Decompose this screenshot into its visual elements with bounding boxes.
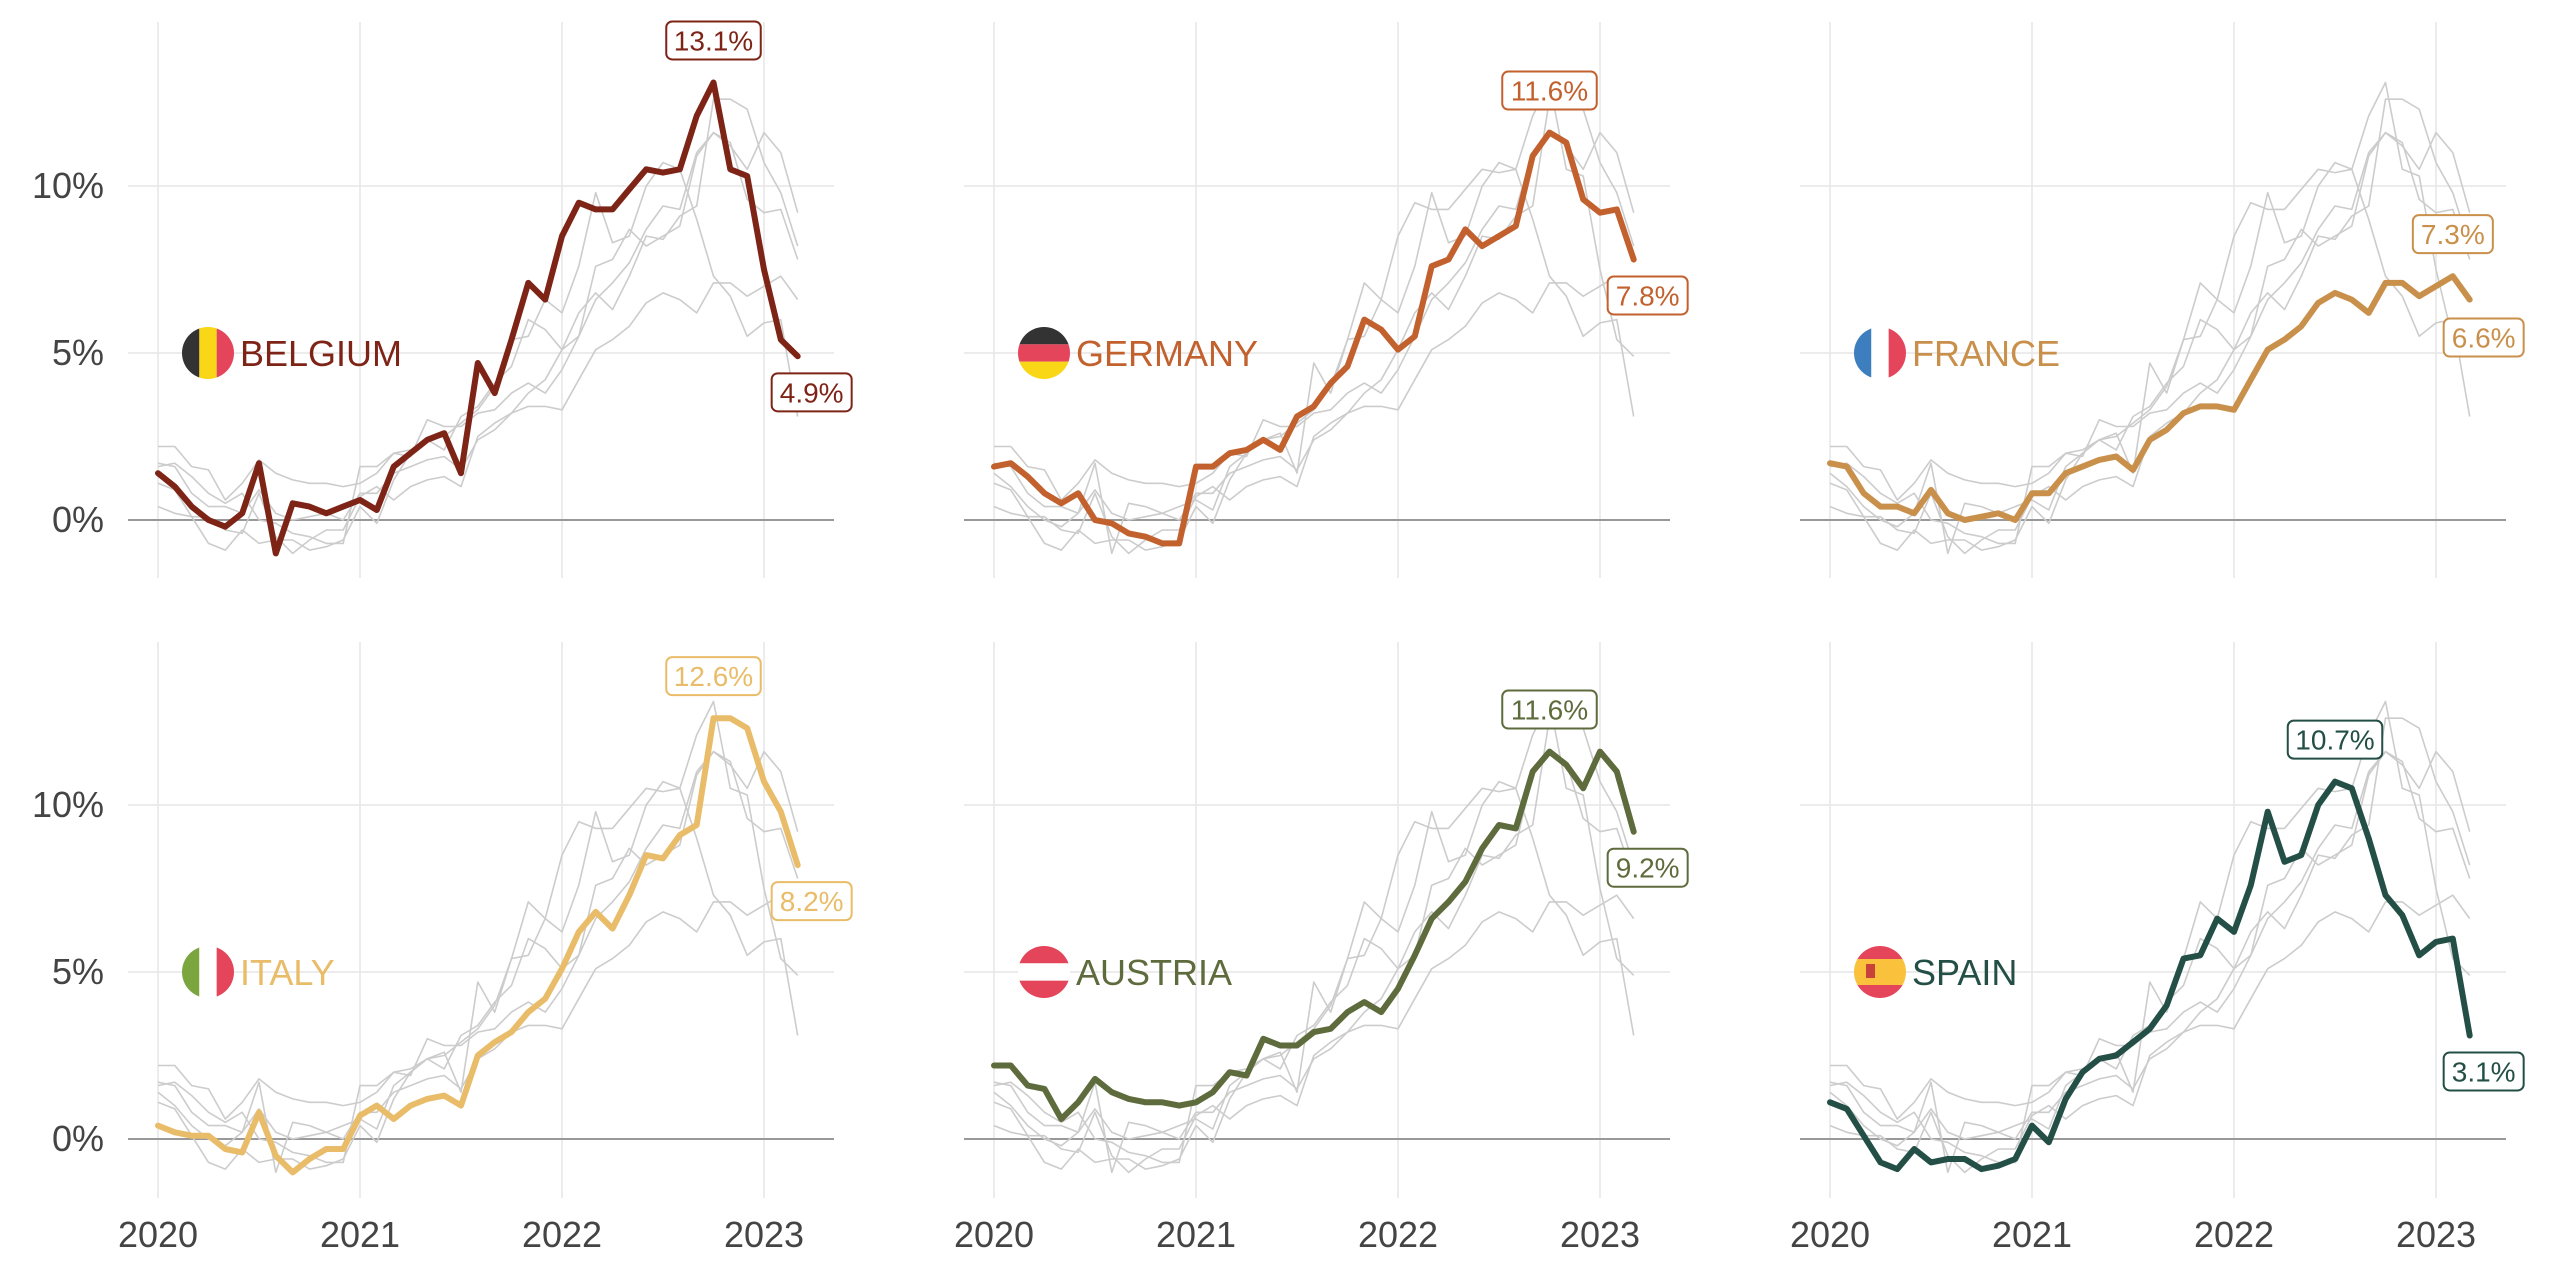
- x-tick-label: 2023: [2396, 1214, 2476, 1255]
- background-series-spain: [157, 780, 799, 1170]
- svg-text:10.7%: 10.7%: [2295, 725, 2374, 756]
- y-tick-label: 0%: [52, 499, 104, 540]
- background-series-spain: [993, 780, 1635, 1170]
- background-series-italy: [993, 717, 1635, 1174]
- y-tick-label: 5%: [52, 332, 104, 373]
- country-name: SPAIN: [1912, 952, 2017, 993]
- background-series-belgium: [993, 700, 1635, 1174]
- x-tick-label: 2021: [320, 1214, 400, 1255]
- panel-germany: GERMANY 11.6% 7.8%: [964, 22, 1689, 578]
- x-tick-label: 2022: [2194, 1214, 2274, 1255]
- svg-text:11.6%: 11.6%: [1511, 76, 1588, 107]
- background-series-belgium: [993, 81, 1635, 555]
- peak-value-label: 11.6%: [1501, 70, 1598, 111]
- background-series-france: [993, 275, 1635, 521]
- series-line-france: [1827, 273, 2473, 523]
- peak-value-label: 11.6%: [1501, 689, 1598, 730]
- x-tick-label: 2020: [1790, 1214, 1870, 1255]
- y-tick-label: 10%: [32, 784, 104, 825]
- background-series-germany: [157, 750, 799, 1164]
- background-series-france: [1829, 894, 2471, 1140]
- country-name: BELGIUM: [240, 333, 402, 374]
- x-tick-label: 2022: [522, 1214, 602, 1255]
- x-tick-label: 2021: [1992, 1214, 2072, 1255]
- background-series-belgium: [157, 700, 799, 1174]
- x-tick-label: 2021: [1156, 1214, 1236, 1255]
- italy-flag-icon: [182, 946, 234, 998]
- last-value-label: 4.9%: [770, 372, 853, 413]
- svg-text:6.6%: 6.6%: [2452, 323, 2516, 354]
- y-tick-label: 0%: [52, 1118, 104, 1159]
- svg-text:3.1%: 3.1%: [2452, 1056, 2516, 1087]
- background-series-italy: [1829, 717, 2471, 1174]
- x-tick-label: 2023: [1560, 1214, 1640, 1255]
- last-value-label: 9.2%: [1606, 847, 1689, 888]
- panel-france: FRANCE 7.3% 6.6%: [1800, 22, 2525, 578]
- country-name: GERMANY: [1076, 333, 1258, 374]
- series-line-italy: [155, 715, 801, 1176]
- peak-value-label: 10.7%: [2286, 719, 2384, 760]
- country-name: AUSTRIA: [1076, 952, 1232, 993]
- background-series-italy: [1829, 98, 2471, 555]
- peak-value-label: 13.1%: [665, 20, 762, 61]
- austria-flag-icon: [1018, 946, 1070, 998]
- panel-spain: 2020 2021 2022 2023 SPAIN 10.7% 3.1%: [1790, 642, 2525, 1255]
- x-tick-label: 2020: [118, 1214, 198, 1255]
- series-line-austria: [991, 748, 1637, 1122]
- background-series-austria: [158, 131, 799, 501]
- last-value-label: 6.6%: [2442, 317, 2525, 358]
- svg-text:12.6%: 12.6%: [674, 661, 753, 692]
- series-line-germany: [991, 129, 1637, 547]
- svg-text:13.1%: 13.1%: [674, 25, 753, 56]
- background-series-italy: [993, 98, 1635, 555]
- background-series-belgium: [1829, 700, 2471, 1174]
- series-line-belgium: [155, 79, 801, 557]
- svg-text:4.9%: 4.9%: [780, 377, 844, 408]
- svg-text:7.8%: 7.8%: [1616, 280, 1680, 311]
- panel-italy: 0% 5% 10% 2020 2021 2022 2023 ITALY 12.6% 8.2%: [32, 642, 853, 1255]
- france-flag-icon: [1854, 327, 1906, 379]
- belgium-flag-icon: [182, 327, 234, 379]
- x-tick-label: 2023: [724, 1214, 804, 1255]
- background-series-austria: [158, 750, 799, 1120]
- background-series-austria: [1830, 750, 2471, 1120]
- country-name: ITALY: [240, 952, 335, 993]
- y-tick-label: 10%: [32, 165, 104, 206]
- spain-flag-icon: [1854, 946, 1906, 998]
- background-series-france: [993, 894, 1635, 1140]
- panel-belgium: 0% 5% 10% BELGIUM 13.1% 4.9%: [32, 20, 853, 578]
- background-series-france: [157, 894, 799, 1140]
- background-series-belgium: [1829, 81, 2471, 555]
- svg-text:8.2%: 8.2%: [780, 886, 844, 917]
- background-series-germany: [157, 131, 799, 545]
- svg-text:7.3%: 7.3%: [2421, 219, 2485, 250]
- background-series-austria: [994, 131, 1635, 501]
- last-value-label: 8.2%: [770, 881, 853, 922]
- svg-text:9.2%: 9.2%: [1616, 853, 1680, 884]
- background-series-germany: [1829, 131, 2471, 545]
- germany-flag-icon: [1018, 327, 1070, 379]
- series-line-spain: [1827, 778, 2473, 1173]
- panel-austria: 2020 2021 2022 2023 AUSTRIA 11.6% 9.2%: [954, 642, 1689, 1255]
- peak-value-label: 12.6%: [665, 656, 762, 697]
- x-tick-label: 2020: [954, 1214, 1034, 1255]
- background-series-spain: [157, 161, 799, 551]
- background-series-austria: [1830, 131, 2471, 501]
- country-name: FRANCE: [1912, 333, 2060, 374]
- last-value-label: 3.1%: [2442, 1051, 2525, 1092]
- x-tick-label: 2022: [1358, 1214, 1438, 1255]
- peak-value-label: 7.3%: [2411, 214, 2494, 255]
- y-tick-label: 5%: [52, 951, 104, 992]
- background-series-spain: [1829, 161, 2471, 551]
- last-value-label: 7.8%: [1606, 275, 1689, 316]
- svg-text:11.6%: 11.6%: [1511, 695, 1588, 726]
